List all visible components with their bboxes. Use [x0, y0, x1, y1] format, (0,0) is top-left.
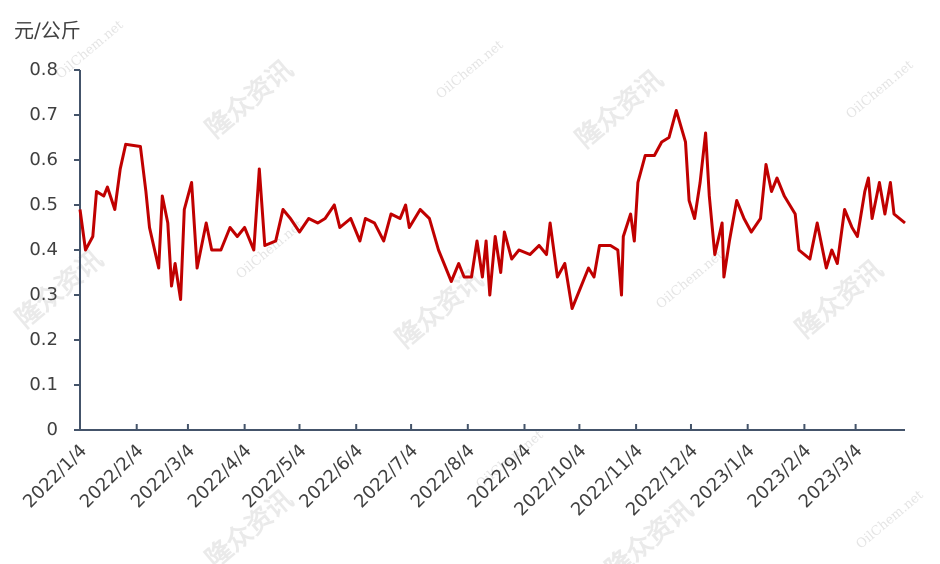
watermark: OilChem.net: [853, 487, 927, 552]
data-line: [78, 109, 906, 310]
watermark: OilChem.net: [653, 247, 727, 312]
watermark: OilChem.net: [433, 37, 507, 102]
y-tick-label: 0.2: [29, 329, 58, 350]
y-axis-label: 元/公斤: [14, 19, 81, 43]
watermark: OilChem.net: [843, 57, 917, 122]
y-tick-label: 0.4: [29, 239, 58, 260]
watermark: 隆众资讯: [390, 265, 489, 355]
y-tick-label: 0.1: [29, 374, 58, 395]
watermark: 隆众资讯: [570, 65, 669, 155]
watermark: 隆众资讯: [790, 255, 889, 345]
y-tick-label: 0.7: [29, 104, 58, 125]
y-tick-label: 0.3: [29, 284, 58, 305]
watermark: 隆众资讯: [10, 245, 109, 335]
y-tick-label: 0.6: [29, 149, 58, 170]
y-tick-label: 0: [47, 419, 58, 440]
y-tick-label: 0.5: [29, 194, 58, 215]
y-tick-label: 0.8: [29, 59, 58, 80]
watermark: 隆众资讯: [200, 55, 299, 145]
